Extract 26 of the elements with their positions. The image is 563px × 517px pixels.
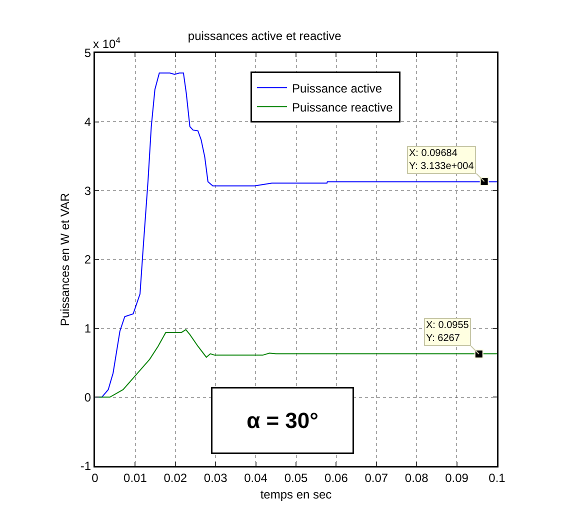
annotation: X: 0.09684 Y: 3.133e+004: [409, 148, 474, 172]
legend-label: Puissance reactive: [292, 100, 394, 114]
x-tick-label: 0.05: [284, 470, 308, 485]
x-tick-label: 0.07: [364, 470, 388, 485]
x-tick-label: 0.1: [488, 470, 506, 485]
x-tick-label: 0.09: [445, 470, 469, 485]
y-axis-title: Puissances en W et VAR: [58, 192, 72, 326]
x-tick-label: 0.08: [404, 470, 429, 485]
annotation: X: 0.0955 Y: 6267: [426, 320, 470, 344]
text: x 10$^{4}$: [93, 35, 121, 52]
x-tick-label: 0.01: [124, 470, 148, 485]
y-tick-label: 4: [84, 115, 92, 130]
y-tick-label: 5: [84, 46, 92, 60]
y-tick-label: -1: [80, 459, 92, 474]
x-tick-label: 0.06: [324, 470, 348, 485]
annotation: α = 30°: [246, 408, 318, 433]
y-tick-label: 0: [84, 390, 92, 404]
y-tick-label: 1: [84, 322, 92, 336]
x-tick-label: 0.02: [164, 470, 188, 485]
x-tick-label: 0.04: [244, 470, 268, 485]
legend-label: Puissance active: [292, 81, 382, 96]
x-axis-title: temps en sec: [260, 488, 332, 502]
chart-title: puissances active et reactive: [188, 29, 342, 43]
y-tick-label: 3: [84, 184, 92, 198]
x-tick-label: 0.03: [204, 470, 228, 485]
y-tick-label: 2: [84, 252, 92, 267]
